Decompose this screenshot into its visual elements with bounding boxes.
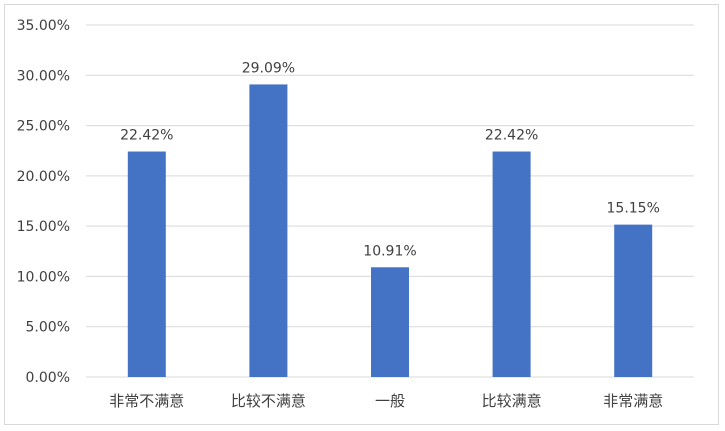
y-axis-tick-labels: 0.00% 5.00% 10.00% 15.00% 20.00% 25.00% 30.00%… (17, 18, 70, 386)
bar (249, 84, 288, 377)
data-label: 15.15% (607, 201, 660, 217)
data-label: 22.42% (485, 128, 538, 144)
y-tick-label: 0.00% (26, 370, 70, 386)
data-label: 29.09% (242, 60, 295, 76)
y-tick-label: 15.00% (17, 219, 70, 235)
y-tick-label: 20.00% (17, 169, 70, 185)
x-category-label: 一般 (375, 392, 405, 410)
x-axis-category-labels: 非常不满意 比较不满意 一般 比较满意 非常满意 (109, 392, 663, 410)
data-labels: 22.42% 29.09% 10.91% 22.42% 15.15% (120, 60, 660, 259)
bars (127, 84, 653, 377)
x-category-label: 非常不满意 (109, 392, 184, 410)
bar (127, 151, 166, 377)
bar (614, 224, 653, 377)
bar (371, 267, 409, 377)
x-category-label: 比较满意 (482, 392, 542, 410)
y-tick-label: 10.00% (17, 269, 70, 285)
x-category-label: 非常满意 (603, 392, 663, 410)
gridlines (86, 24, 694, 378)
chart-frame (4, 4, 719, 425)
y-tick-label: 35.00% (17, 18, 70, 34)
y-tick-label: 5.00% (26, 320, 70, 336)
y-tick-label: 25.00% (17, 119, 70, 135)
bar (492, 151, 531, 377)
x-category-label: 比较不满意 (231, 392, 306, 410)
y-tick-label: 30.00% (17, 68, 70, 84)
data-label: 10.91% (363, 243, 416, 259)
data-label: 22.42% (120, 128, 173, 144)
